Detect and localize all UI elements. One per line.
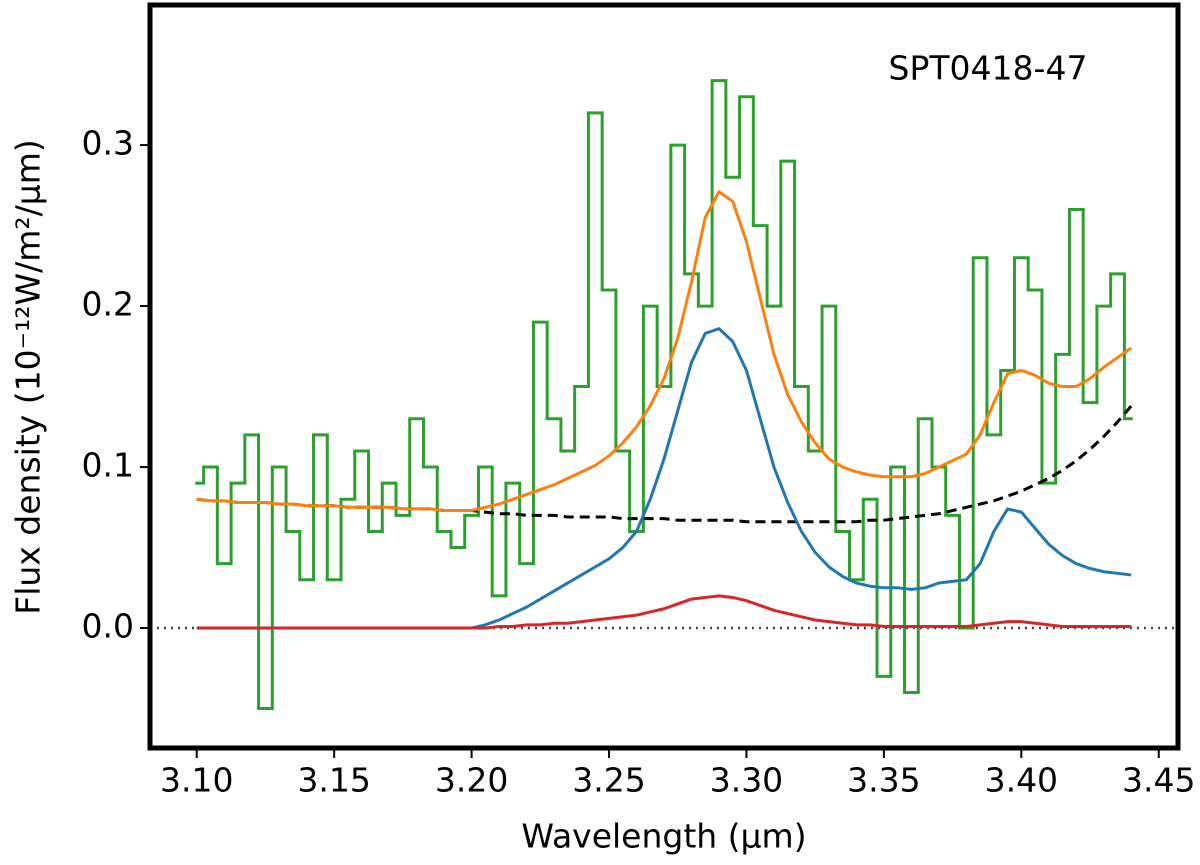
- x-tick-label: 3.40: [985, 761, 1058, 800]
- plot-frame: [147, 2, 1181, 751]
- x-tick-label: 3.30: [710, 761, 783, 800]
- x-tick-label: 3.45: [1122, 761, 1195, 800]
- series-line: [196, 327, 1132, 630]
- series-line: [196, 404, 1133, 524]
- x-axis-label: Wavelength (μm): [521, 817, 806, 856]
- x-tick-label: 3.10: [160, 761, 233, 800]
- y-tick-label: 0.1: [82, 446, 134, 485]
- x-tick-label: 3.20: [435, 761, 508, 800]
- y-axis-label: Flux density (10⁻¹²W/m²/μm): [9, 139, 48, 615]
- y-tick-label: 0.2: [82, 285, 134, 324]
- annotation: SPT0418-47: [889, 49, 1088, 88]
- x-tick-label: 3.25: [572, 761, 645, 800]
- y-tick-label: 0.0: [82, 607, 134, 646]
- y-tick-label: 0.3: [82, 124, 134, 163]
- series-line: [196, 594, 1132, 630]
- series-line: [196, 190, 1133, 513]
- x-tick-label: 3.15: [297, 761, 370, 800]
- x-tick-label: 3.35: [847, 761, 920, 800]
